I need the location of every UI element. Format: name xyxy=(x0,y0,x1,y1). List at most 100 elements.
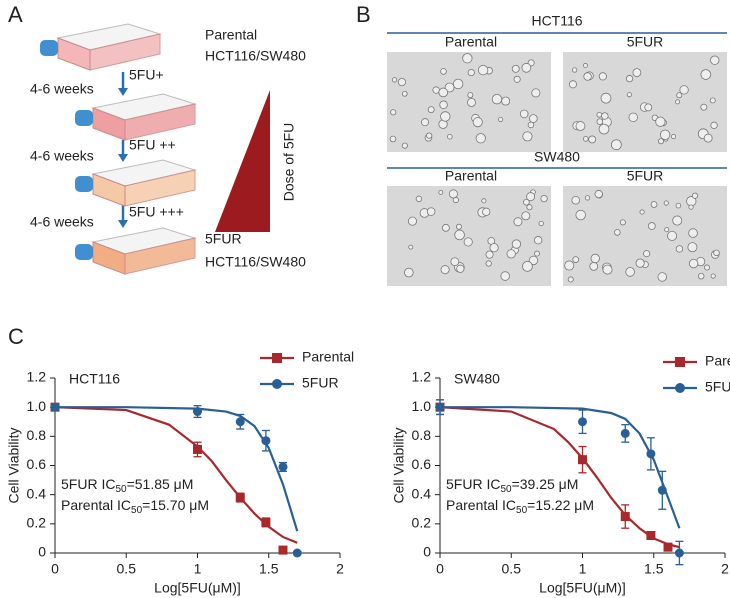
panel-label: A xyxy=(8,2,23,27)
cell xyxy=(583,63,588,68)
marker xyxy=(193,407,202,417)
cell xyxy=(672,215,683,226)
y-axis-label: Cell Viability xyxy=(391,428,407,504)
marker xyxy=(261,436,271,446)
cell xyxy=(439,100,448,110)
legend-marker xyxy=(675,383,685,393)
cell xyxy=(704,264,710,271)
annotation-rest: =39.25 μM xyxy=(512,476,579,492)
annotation: Parental IC50=15.70 μM xyxy=(61,497,209,516)
x-tick-label: 0 xyxy=(51,561,59,577)
cell xyxy=(462,53,473,64)
cell xyxy=(589,262,599,271)
cell xyxy=(575,121,586,131)
cell xyxy=(531,88,541,98)
fit-curve xyxy=(54,406,298,544)
annotation: 5FUR IC50=51.85 μM xyxy=(61,476,193,495)
marker xyxy=(435,402,445,412)
panel-label: C xyxy=(8,324,24,349)
cell xyxy=(688,258,699,269)
cell xyxy=(511,64,520,73)
cell xyxy=(500,271,510,281)
marker xyxy=(50,402,60,412)
cell xyxy=(710,121,718,129)
step-time: 4-6 weeks xyxy=(30,81,94,97)
cell xyxy=(472,117,483,128)
step-dose: 5FU +++ xyxy=(129,204,184,220)
column-title: Parental xyxy=(445,168,497,184)
cell xyxy=(647,222,656,230)
cell xyxy=(415,195,423,203)
cell xyxy=(482,207,491,216)
x-tick-label: 1 xyxy=(579,561,587,577)
annotation: 5FUR IC50=39.25 μM xyxy=(446,476,578,495)
cell xyxy=(534,236,543,245)
y-tick-label: 0.6 xyxy=(27,456,47,472)
cell xyxy=(710,55,720,65)
cell xyxy=(467,68,475,77)
cell xyxy=(456,264,465,273)
cell xyxy=(700,69,712,80)
legend-marker xyxy=(272,353,282,363)
marker xyxy=(235,493,245,503)
flask-side xyxy=(124,237,196,275)
cell xyxy=(408,244,414,250)
cell xyxy=(467,92,474,99)
x-tick-label: 2 xyxy=(721,561,729,577)
cell xyxy=(391,77,398,83)
cell xyxy=(390,109,397,116)
annotation-sub: 50 xyxy=(500,484,512,495)
x-tick-label: 1.5 xyxy=(644,561,664,577)
start-label: Parental xyxy=(205,27,257,43)
cell xyxy=(655,116,666,127)
marker xyxy=(646,531,656,540)
cell xyxy=(521,211,531,221)
cell xyxy=(498,116,504,122)
x-tick-label: 2 xyxy=(336,561,344,577)
flask-cap xyxy=(75,244,93,260)
flask-side xyxy=(124,103,196,141)
cell xyxy=(527,121,535,129)
marker xyxy=(646,449,656,459)
cell xyxy=(675,202,682,209)
flask xyxy=(75,227,197,275)
cell xyxy=(571,67,578,73)
cell xyxy=(583,72,592,81)
cell xyxy=(650,201,658,208)
annotation-sub: 50 xyxy=(115,484,127,495)
cell xyxy=(657,272,667,282)
y-axis-label: Cell Viability xyxy=(6,428,22,504)
y-tick-label: 0.6 xyxy=(412,456,432,472)
fit-curve xyxy=(440,406,681,529)
x-tick-label: 1.5 xyxy=(259,561,279,577)
annotation-sub: 50 xyxy=(516,505,528,516)
cell xyxy=(713,249,720,257)
marker xyxy=(278,462,288,472)
cell xyxy=(663,200,669,206)
cell xyxy=(440,111,451,122)
marker xyxy=(578,417,587,427)
cell xyxy=(644,103,653,112)
cell xyxy=(635,258,645,268)
cell xyxy=(632,68,642,78)
cell xyxy=(440,265,450,275)
cell xyxy=(601,112,609,120)
dose-label: Dose of 5FU xyxy=(281,123,297,202)
annotation-rest: =15.22 μM xyxy=(527,497,594,513)
end-label: HCT116/SW480 xyxy=(205,254,306,270)
step-time: 4-6 weeks xyxy=(30,214,94,230)
cell xyxy=(432,86,440,94)
x-tick-label: 0.5 xyxy=(117,561,137,577)
cell xyxy=(571,195,581,205)
cell xyxy=(675,99,681,105)
cell xyxy=(614,229,621,236)
y-tick-label: 0.8 xyxy=(27,427,47,443)
cell xyxy=(667,230,678,241)
cell xyxy=(540,194,548,203)
step-dose: 5FU+ xyxy=(129,67,164,83)
x-axis-label: Log[5FU(μM)] xyxy=(539,580,626,596)
cell xyxy=(619,219,626,226)
group-title: HCT116 xyxy=(531,13,582,29)
cell xyxy=(610,139,622,151)
